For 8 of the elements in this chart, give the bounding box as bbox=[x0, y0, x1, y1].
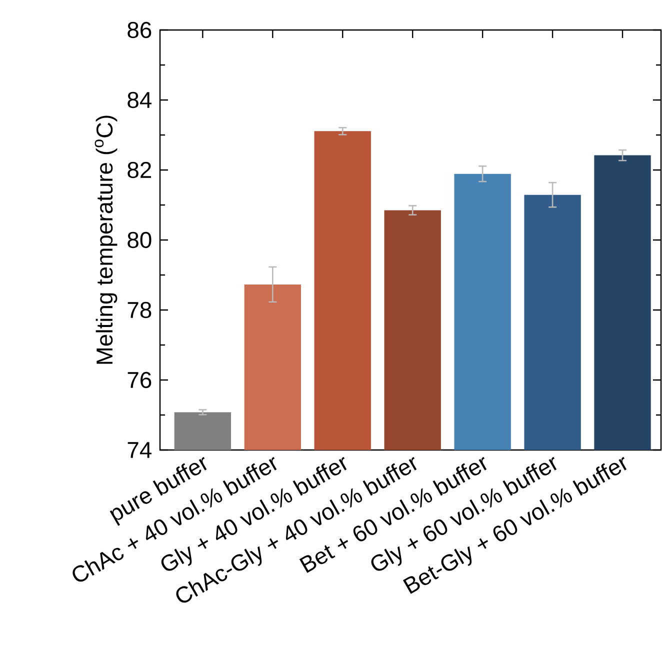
y-axis-title: Melting temperature ($^{o}$C) bbox=[94, 116, 118, 364]
y-tick-label: 76 bbox=[128, 372, 152, 388]
y-tick-label: 86 bbox=[128, 22, 152, 38]
y-tick-label: 82 bbox=[128, 162, 152, 178]
y-tick-label: 78 bbox=[128, 302, 152, 318]
y-tick-label: 74 bbox=[128, 442, 152, 458]
y-tick-label: 84 bbox=[128, 92, 152, 108]
y-tick-label: 80 bbox=[128, 232, 152, 248]
